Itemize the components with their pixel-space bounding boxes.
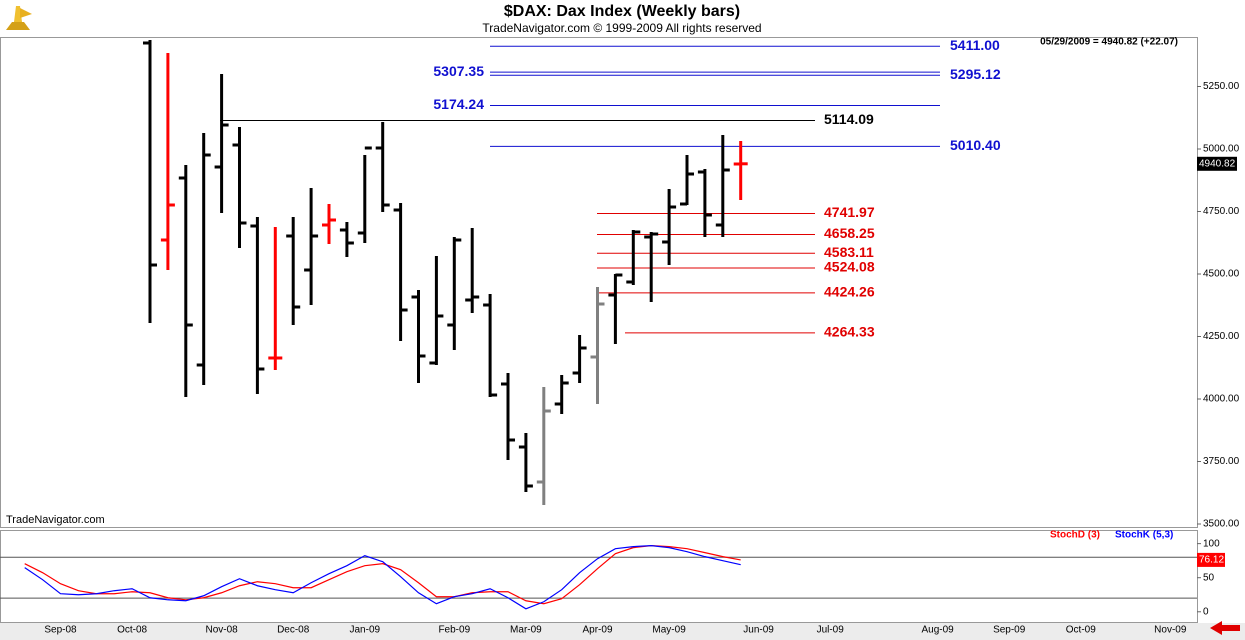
- y-tick-label: 4500.00: [1203, 269, 1240, 280]
- x-tick-label: Oct-08: [117, 625, 147, 636]
- x-tick-label: Sep-09: [993, 625, 1026, 636]
- x-tick-label: Apr-09: [582, 625, 612, 636]
- y-tick-label: 5000.00: [1203, 144, 1240, 155]
- stoch-line: [24, 545, 741, 610]
- y-tick-label: 0: [1203, 606, 1209, 617]
- last-price-box: [1197, 156, 1237, 171]
- chart-subtitle: TradeNavigator.com © 1999-2009 All right…: [482, 21, 761, 35]
- level-label: 4524.08: [824, 259, 875, 275]
- last-price-label: 4940.82: [1199, 158, 1236, 169]
- level-label: 4264.33: [824, 324, 875, 340]
- x-tick-label: Sep-08: [44, 625, 77, 636]
- y-tick-label: 100: [1203, 538, 1220, 549]
- level-label: 5411.00: [950, 37, 1000, 53]
- level-label: 5295.12: [950, 66, 1001, 82]
- scroll-arrow[interactable]: [1210, 621, 1240, 635]
- legend-entry: StochD (3): [1050, 530, 1100, 541]
- x-tick-label: Dec-08: [277, 625, 310, 636]
- y-tick-label: 5250.00: [1203, 81, 1240, 92]
- logo-sail: [20, 8, 32, 18]
- legend-entry: StochK (5,3): [1115, 530, 1173, 541]
- x-tick-label: Mar-09: [510, 625, 542, 636]
- level-label: 5174.24: [433, 96, 484, 112]
- last-value-label: 76.12: [1199, 555, 1224, 566]
- y-tick-label: 4750.00: [1203, 206, 1240, 217]
- watermark: TradeNavigator.com: [6, 514, 105, 526]
- x-axis-band: [0, 623, 1245, 640]
- level-label: 5114.09: [824, 111, 874, 127]
- lower-panel: [0, 530, 1198, 623]
- x-tick-label: Oct-09: [1066, 625, 1096, 636]
- last-value-box: [1197, 552, 1225, 567]
- x-tick-label: Feb-09: [438, 625, 470, 636]
- logo: [6, 6, 32, 30]
- level-label: 5307.35: [433, 63, 484, 79]
- level-label: 4583.11: [824, 244, 874, 260]
- chart-title: $DAX: Dax Index (Weekly bars): [504, 3, 740, 20]
- x-tick-label: Aug-09: [921, 625, 954, 636]
- y-tick-label: 50: [1203, 572, 1215, 583]
- y-tick-label: 4000.00: [1203, 394, 1240, 405]
- y-tick-label: 3500.00: [1203, 519, 1240, 530]
- level-label: 5010.40: [950, 137, 1001, 153]
- y-tick-label: 3750.00: [1203, 456, 1240, 467]
- x-tick-label: Nov-09: [1154, 625, 1187, 636]
- info-text: 05/29/2009 = 4940.82 (+22.07): [1040, 37, 1178, 48]
- level-label: 4424.26: [824, 284, 875, 300]
- main-panel: [0, 37, 1198, 528]
- x-tick-label: Jun-09: [743, 625, 774, 636]
- logo-base: [6, 22, 30, 30]
- x-tick-label: Nov-08: [205, 625, 238, 636]
- stoch-line: [24, 545, 741, 605]
- level-label: 4658.25: [824, 225, 875, 241]
- level-label: 4741.97: [824, 204, 875, 220]
- x-tick-label: May-09: [652, 625, 686, 636]
- y-tick-label: 4250.00: [1203, 331, 1240, 342]
- x-tick-label: Jan-09: [350, 625, 381, 636]
- x-tick-label: Jul-09: [817, 625, 845, 636]
